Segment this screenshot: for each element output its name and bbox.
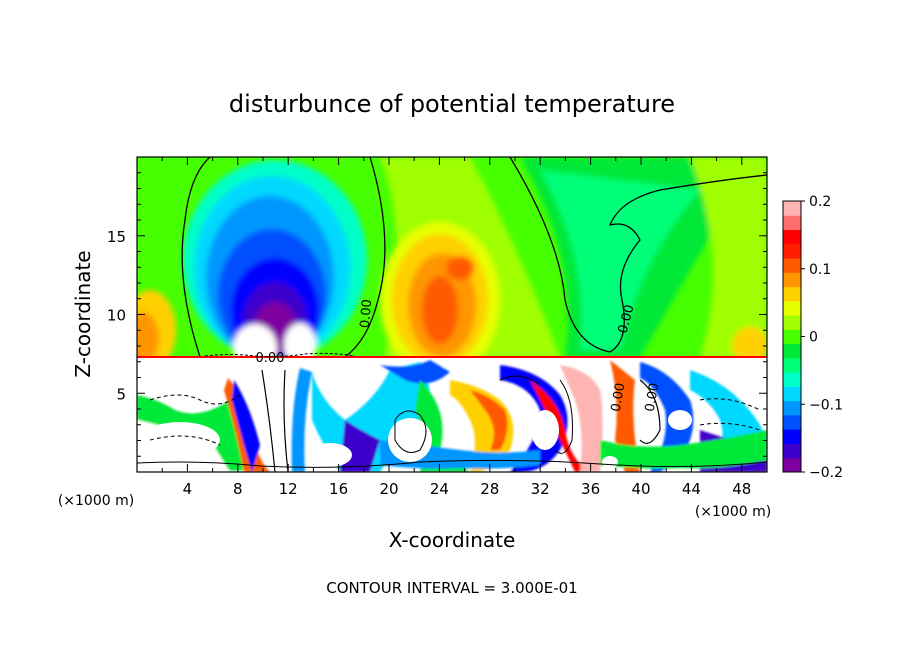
- colorbar-tick-label: 0: [809, 330, 818, 346]
- colorbar-swatch: [783, 215, 801, 231]
- x-tick-label: 24: [430, 480, 449, 498]
- contour-interval-annotation: CONTOUR INTERVAL = 3.000E-01: [326, 579, 577, 597]
- colorbar-swatch: [783, 229, 801, 245]
- colorbar-swatch: [783, 357, 801, 373]
- colorbar-swatch: [783, 414, 801, 430]
- colorbar-swatch: [783, 286, 801, 302]
- x-tick-label: 4: [183, 480, 193, 498]
- colorbar-swatch: [783, 272, 801, 288]
- y-tick-label: 5: [116, 385, 126, 403]
- contour-label: 0.00: [643, 382, 663, 413]
- y-axis-label: Z-coordinate: [71, 250, 95, 377]
- chart-title: disturbunce of potential temperature: [229, 90, 675, 118]
- x-tick-label: 48: [732, 480, 751, 498]
- colorbar-swatch: [783, 343, 801, 359]
- x-axis: 4 8 12 16 20 24 28 32 36 40 44 48: [161, 157, 751, 498]
- x-tick-label: 40: [631, 480, 650, 498]
- colorbar-swatch: [783, 429, 801, 444]
- lower-field: [137, 358, 767, 472]
- colorbar-swatch: [783, 400, 801, 416]
- x-unit-left: (×1000 m): [58, 493, 134, 509]
- y-tick-label: 10: [107, 307, 126, 325]
- x-tick-label: 28: [480, 480, 499, 498]
- x-tick-label: 16: [329, 480, 348, 498]
- contour-labels: 0.00 0.00 0.00 0.00 0.00: [256, 299, 663, 413]
- x-tick-label: 12: [279, 480, 298, 498]
- y-tick-label: 15: [107, 228, 126, 246]
- colorbar-swatch: [783, 372, 801, 387]
- x-axis-label: X-coordinate: [389, 528, 516, 552]
- colorbar-swatch: [783, 443, 801, 459]
- x-tick-label: 36: [581, 480, 600, 498]
- x-tick-label: 20: [379, 480, 398, 498]
- x-tick-label: 32: [531, 480, 550, 498]
- colorbar-tick-label: 0.2: [809, 194, 831, 210]
- contour-label: 0.00: [616, 303, 638, 335]
- colorbar-tick-label: −0.1: [809, 397, 843, 413]
- contour-label: 0.00: [609, 382, 629, 413]
- colorbar-swatch: [783, 201, 801, 216]
- contour-label: 0.00: [256, 351, 285, 366]
- y-axis: 5 10 15: [107, 172, 767, 457]
- colorbar-swatch: [783, 258, 801, 273]
- upper-field: [137, 157, 767, 358]
- colorbar-swatch: [783, 329, 801, 345]
- colorbar: 0.2 0.1 0 −0.1 −0.2: [782, 194, 843, 481]
- colorbar-swatch: [783, 300, 801, 316]
- x-unit-right: (×1000 m): [695, 504, 771, 520]
- contour-label: 0.00: [358, 299, 375, 329]
- x-tick-label: 44: [682, 480, 701, 498]
- x-tick-label: 8: [233, 480, 243, 498]
- colorbar-swatch: [783, 315, 801, 330]
- colorbar-swatch: [783, 243, 801, 259]
- colorbar-swatch: [783, 386, 801, 402]
- colorbar-swatch: [783, 457, 801, 473]
- colorbar-tick-label: 0.1: [809, 262, 831, 278]
- colorbar-tick-label: −0.2: [809, 465, 843, 481]
